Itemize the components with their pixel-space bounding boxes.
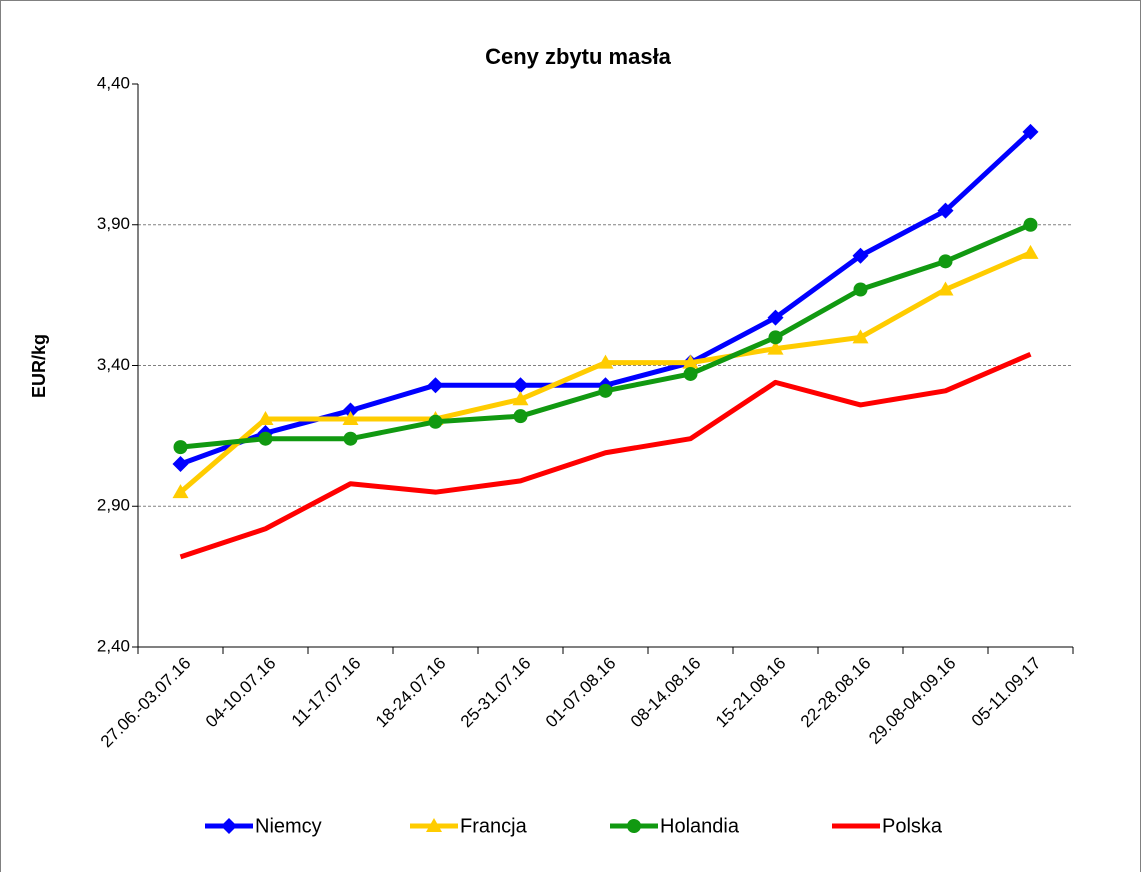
data-point (1022, 123, 1039, 140)
data-point (342, 410, 359, 425)
data-point (342, 402, 359, 419)
y-tick-label: 2,40 (97, 636, 130, 655)
data-point (683, 366, 698, 381)
data-point (1023, 217, 1038, 232)
data-point (427, 377, 444, 394)
series-line (179, 351, 1032, 560)
data-point (1022, 244, 1039, 259)
data-point (598, 383, 613, 398)
legend-marker (221, 818, 237, 834)
y-tick-label: 4,40 (97, 73, 130, 92)
y-axis-label: EUR/kg (29, 334, 49, 398)
data-point (682, 354, 699, 369)
data-point (257, 410, 274, 425)
data-point (852, 247, 869, 264)
y-tick-label: 3,90 (97, 214, 130, 233)
data-point (512, 377, 529, 394)
y-tick-label: 2,90 (97, 496, 130, 515)
legend-label: Francja (460, 815, 528, 837)
data-point (513, 409, 528, 424)
chart-title: Ceny zbytu masła (485, 44, 672, 69)
data-point (767, 340, 784, 355)
data-point (512, 391, 529, 406)
data-point (768, 330, 783, 345)
legend-marker (627, 819, 641, 833)
data-point (258, 431, 273, 446)
legend-marker (426, 818, 442, 832)
data-point (172, 456, 189, 473)
data-point (173, 440, 188, 455)
data-point (938, 254, 953, 269)
data-point (853, 282, 868, 297)
data-point (172, 484, 189, 499)
data-point (597, 354, 614, 369)
data-point (428, 414, 443, 429)
y-tick-label: 3,40 (97, 355, 130, 374)
legend-label: Holandia (660, 815, 740, 837)
legend-label: Polska (882, 815, 943, 837)
legend-label: Niemcy (255, 815, 322, 837)
data-point (937, 281, 954, 296)
data-point (937, 202, 954, 219)
data-point (852, 329, 869, 344)
data-point (343, 431, 358, 446)
data-point (767, 309, 784, 326)
